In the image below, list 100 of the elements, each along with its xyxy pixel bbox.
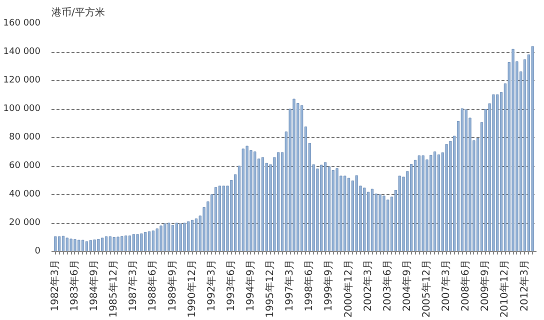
bar	[78, 240, 80, 252]
bar	[74, 239, 76, 252]
bar	[116, 236, 120, 252]
x-tick-label: 1990年12月	[186, 259, 198, 318]
x-tick-label: 1994年9月	[244, 260, 256, 312]
x-tick-label: 1989年9月	[166, 260, 178, 312]
bar	[414, 160, 417, 252]
x-tick-label: 2005年12月	[420, 259, 432, 318]
y-tick-label: 100 000	[3, 104, 41, 114]
bar	[175, 222, 178, 252]
x-tick-label: 2009年9月	[479, 260, 492, 312]
y-tick-label: 40 000	[9, 190, 41, 200]
bar	[336, 168, 338, 252]
bar	[492, 94, 495, 252]
y-tick-label: 80 000	[9, 132, 41, 142]
bar	[433, 152, 436, 252]
x-tick-label: 2002年3月	[362, 260, 374, 312]
x-tick-label: 2012年3月	[518, 260, 530, 312]
bar	[347, 178, 350, 252]
bar	[531, 46, 534, 252]
x-tick-label: 1983年6月	[68, 260, 80, 312]
bar	[104, 236, 108, 252]
bar	[108, 236, 112, 252]
x-tick-label: 1987年3月	[127, 260, 140, 312]
bar	[316, 168, 319, 252]
bar	[222, 186, 225, 252]
x-tick-label: 2003年6月	[381, 260, 394, 312]
bar	[168, 222, 170, 252]
bar	[160, 226, 162, 252]
x-tick-label: 1999年9月	[322, 260, 335, 312]
bar	[152, 230, 155, 252]
bar	[136, 234, 139, 252]
bar	[242, 148, 244, 252]
bar	[70, 238, 72, 252]
bar	[328, 166, 331, 252]
bar	[366, 192, 370, 252]
bar	[512, 48, 514, 252]
y-tick-label: 60 000	[9, 161, 41, 171]
bar	[164, 223, 166, 252]
bar	[445, 144, 448, 252]
bar	[140, 233, 143, 252]
x-tick-label: 2007年3月	[440, 260, 452, 312]
bar	[418, 155, 420, 252]
bar	[246, 146, 248, 252]
bar	[62, 236, 65, 252]
bar	[128, 236, 132, 252]
bar	[97, 238, 100, 252]
bar	[344, 176, 346, 252]
bar	[54, 236, 57, 252]
bar	[355, 175, 358, 252]
x-tick-label: 1985年12月	[108, 259, 120, 318]
bar	[320, 164, 323, 252]
y-tick-label: 20 000	[9, 218, 41, 228]
bar	[93, 240, 96, 252]
bar	[437, 154, 440, 252]
bar	[120, 236, 124, 252]
bar	[171, 224, 174, 252]
bar	[378, 194, 382, 252]
bar	[85, 241, 88, 252]
bar	[382, 196, 386, 252]
bar	[426, 159, 428, 252]
bar	[300, 105, 304, 252]
bar	[187, 221, 190, 252]
bar	[386, 200, 390, 252]
bar	[218, 186, 222, 252]
bar	[214, 187, 218, 252]
bar	[112, 237, 116, 252]
bar	[370, 188, 374, 252]
bar	[101, 238, 104, 252]
bar	[363, 188, 366, 252]
bar	[124, 236, 128, 252]
bar	[332, 170, 334, 252]
bar	[156, 228, 158, 252]
x-tick-label: 1992年3月	[205, 260, 218, 312]
y-tick-label: 120 000	[3, 76, 41, 86]
bar	[190, 220, 194, 252]
x-tick-label: 2004年9月	[400, 260, 413, 312]
bar	[183, 222, 186, 252]
bar	[460, 108, 464, 252]
bar	[89, 240, 92, 252]
bar	[179, 223, 182, 252]
x-tick-label: 1984年9月	[88, 260, 100, 312]
bar	[496, 94, 499, 252]
y-tick-label: 140 000	[3, 47, 41, 57]
bar	[194, 218, 198, 252]
bar	[261, 157, 264, 252]
bar	[254, 152, 256, 252]
x-tick-label: 1995年12月	[264, 259, 276, 318]
y-axis-title: 港币/平方米	[52, 6, 105, 18]
x-tick-label: 1998年6月	[303, 260, 316, 312]
bar	[430, 154, 432, 252]
bar	[144, 232, 147, 252]
bar	[66, 238, 68, 252]
x-tick-label: 1982年3月	[48, 260, 61, 312]
bar	[324, 162, 327, 252]
x-tick-label: 2010年12月	[498, 259, 511, 318]
y-tick-label: 160 000	[3, 18, 41, 28]
bar	[58, 236, 61, 252]
x-tick-label: 2000年12月	[342, 259, 354, 318]
bar	[398, 176, 401, 252]
